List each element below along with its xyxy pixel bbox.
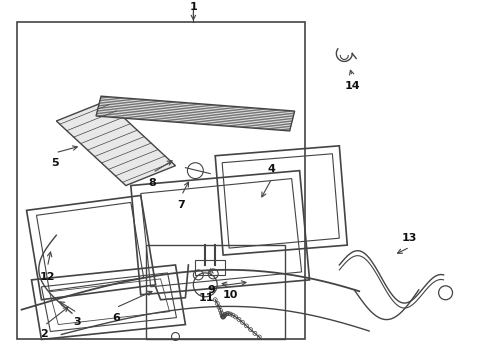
Text: 4: 4 [267, 164, 275, 174]
Polygon shape [96, 96, 294, 131]
Text: 9: 9 [207, 285, 215, 295]
Polygon shape [56, 101, 175, 185]
Text: 2: 2 [41, 329, 48, 339]
Text: 1: 1 [189, 2, 197, 12]
Text: 13: 13 [401, 233, 417, 243]
Text: 14: 14 [344, 81, 359, 91]
Text: 10: 10 [222, 290, 237, 300]
Text: 12: 12 [40, 272, 55, 282]
Text: 3: 3 [73, 316, 81, 327]
Text: 6: 6 [112, 312, 120, 323]
Text: 5: 5 [51, 158, 59, 168]
Text: 11: 11 [198, 293, 214, 303]
Bar [195, 260, 224, 275]
Text: 8: 8 [148, 177, 156, 188]
Text: 7: 7 [177, 201, 185, 210]
